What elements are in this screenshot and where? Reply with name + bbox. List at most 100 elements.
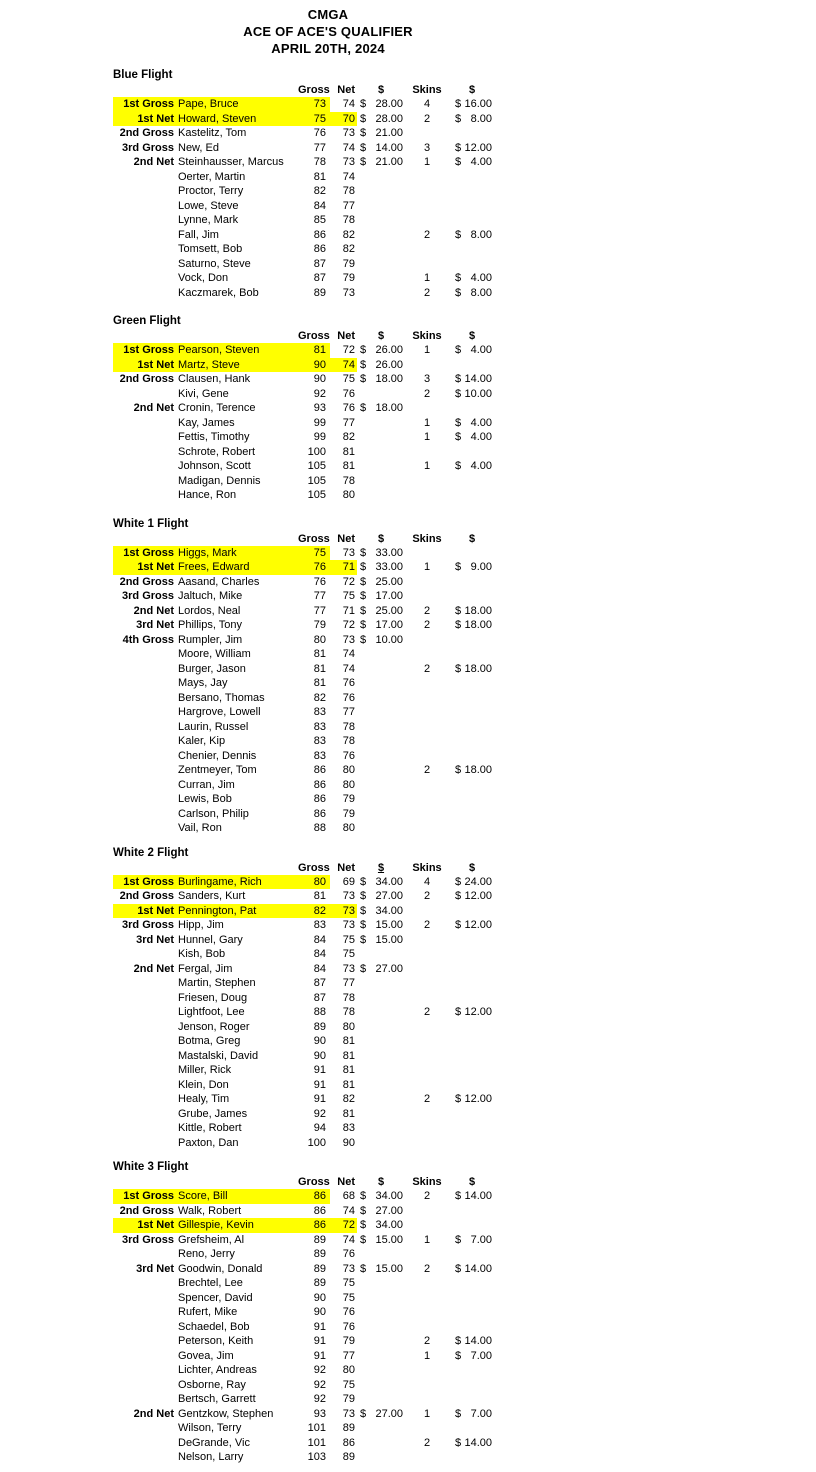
player-row: Carlson, Philip 86 79 xyxy=(113,807,495,822)
net-score-cell: 79 xyxy=(342,807,355,820)
gross-score-cell: 89 xyxy=(313,1277,326,1289)
gross-score-cell: 76 xyxy=(298,560,330,575)
winnings-amount: 26.00 xyxy=(375,344,403,356)
money-value: $33.00 xyxy=(357,546,405,561)
net-score-cell: 83 xyxy=(342,1122,355,1134)
winnings-amount: 15.00 xyxy=(375,1262,403,1275)
currency-symbol: $ xyxy=(360,890,367,902)
player-name-cell: Martz, Steve xyxy=(175,357,298,372)
money-value: $28.00 xyxy=(357,112,405,127)
rank-cell xyxy=(113,170,175,185)
column-header-net: Net xyxy=(337,84,355,96)
winnings-cell: $28.00 xyxy=(357,97,405,112)
gross-score-cell: 93 xyxy=(313,402,326,414)
net-score-cell: 73 xyxy=(330,903,357,918)
gross-score-cell: 82 xyxy=(313,691,326,704)
money-value: $12.00 xyxy=(449,889,495,904)
skins-count-cell xyxy=(405,1063,449,1078)
currency-symbol: $ xyxy=(360,358,367,371)
money-value: $34.00 xyxy=(357,904,405,919)
gross-score-cell: 84 xyxy=(313,962,326,975)
winnings-amount: 34.00 xyxy=(375,904,403,917)
net-score-cell: 73 xyxy=(342,156,355,168)
gross-score-cell: 83 xyxy=(313,735,326,747)
currency-symbol: $ xyxy=(455,1349,462,1362)
player-name-cell: Miller, Rick xyxy=(178,1064,232,1076)
gross-score-cell: 101 xyxy=(307,1436,326,1449)
winnings-cell xyxy=(357,1450,405,1465)
skins-winnings-cell: $18.00 xyxy=(449,662,495,677)
winnings-cell xyxy=(357,1349,405,1364)
net-score-cell: 74 xyxy=(342,141,355,154)
player-row: Rufert, Mike 90 76 xyxy=(113,1305,495,1320)
skins-count-cell xyxy=(405,1107,449,1122)
gross-score-cell: 87 xyxy=(313,991,326,1004)
skins-winnings-cell: $12.00 xyxy=(449,1092,495,1107)
gross-score-cell: 93 xyxy=(313,1407,326,1420)
player-name-cell: Schaedel, Bob xyxy=(178,1320,250,1333)
player-name-cell: Lightfoot, Lee xyxy=(178,1006,245,1018)
table-header-row: Gross Net $ Skins $ xyxy=(113,329,495,343)
currency-symbol: $ xyxy=(360,98,367,110)
rank-cell: 3rd Gross xyxy=(122,1233,174,1246)
winnings-amount: 17.00 xyxy=(375,590,403,602)
column-header-skins-money: $ xyxy=(468,330,476,342)
skins-count-cell: 2 xyxy=(423,604,431,617)
gross-score-cell: 89 xyxy=(313,1262,326,1275)
player-name-cell: Govea, Jim xyxy=(178,1349,234,1362)
player-row: 1st Gross Score, Bill 86 68 $34.00 2 $14.00 xyxy=(113,1189,495,1204)
skins-winnings-amount: 12.00 xyxy=(464,141,492,154)
money-value: $14.00 xyxy=(449,1334,495,1349)
gross-score-cell: 86 xyxy=(313,764,326,776)
skins-count-cell: 1 xyxy=(423,460,431,472)
net-score-cell: 76 xyxy=(342,402,355,414)
column-header-money: $ xyxy=(377,532,385,545)
net-score-cell: 77 xyxy=(342,1349,355,1362)
skins-count-cell xyxy=(405,947,449,962)
player-row: 3rd Gross Grefsheim, Al 89 74 $15.00 1 $7.00 xyxy=(113,1233,495,1248)
money-value: $34.00 xyxy=(357,875,405,890)
currency-symbol: $ xyxy=(360,1204,367,1217)
gross-score-cell: 75 xyxy=(298,545,330,560)
winnings-amount: 34.00 xyxy=(375,875,403,888)
winnings-cell xyxy=(357,242,405,257)
skins-winnings-amount: 4.00 xyxy=(470,344,492,356)
net-score-cell: 73 xyxy=(342,127,355,139)
skins-winnings-amount: 14.00 xyxy=(464,373,492,385)
gross-score-cell: 89 xyxy=(313,1233,326,1246)
net-score-cell: 74 xyxy=(342,1233,355,1246)
money-value: $18.00 xyxy=(449,662,495,677)
skins-winnings-cell xyxy=(449,807,495,822)
player-name-cell: Friesen, Doug xyxy=(178,991,248,1004)
winnings-amount: 28.00 xyxy=(375,98,403,110)
skins-winnings-cell xyxy=(449,1392,495,1407)
player-name-cell: Klein, Don xyxy=(178,1078,229,1091)
skins-winnings-cell: $4.00 xyxy=(449,459,495,474)
gross-score-cell: 75 xyxy=(298,111,330,126)
skins-count-cell xyxy=(405,1363,449,1378)
player-row: 2nd Net Fergal, Jim 84 73 $27.00 xyxy=(113,962,495,977)
rank-cell: 2nd Gross xyxy=(119,373,174,385)
rank-cell: 1st Gross xyxy=(113,874,175,889)
player-name-cell: Bertsch, Garrett xyxy=(178,1393,256,1405)
winnings-cell xyxy=(357,1334,405,1349)
player-row: Kaczmarek, Bob 89 73 2 $8.00 xyxy=(113,286,495,301)
net-score-cell: 80 xyxy=(342,1364,355,1376)
header-spacer-name xyxy=(175,861,298,875)
gross-score-cell: 92 xyxy=(313,1364,326,1376)
net-score-cell: 90 xyxy=(342,1136,355,1149)
rank-cell: 3rd Gross xyxy=(122,919,174,931)
skins-count-cell xyxy=(405,1078,449,1093)
skins-winnings-cell xyxy=(449,947,495,962)
currency-symbol: $ xyxy=(360,633,367,646)
net-score-cell: 80 xyxy=(342,778,355,791)
skins-winnings-cell xyxy=(449,749,495,764)
net-score-cell: 74 xyxy=(342,662,355,675)
skins-winnings-amount: 24.00 xyxy=(464,875,492,888)
winnings-cell: $34.00 xyxy=(357,904,405,919)
currency-symbol: $ xyxy=(455,373,462,385)
skins-count-cell xyxy=(405,991,449,1006)
winnings-cell xyxy=(357,228,405,243)
player-row: 2nd Net Steinhausser, Marcus 78 73 $21.00 1 $4… xyxy=(113,155,495,170)
net-score-cell: 80 xyxy=(342,1020,355,1033)
